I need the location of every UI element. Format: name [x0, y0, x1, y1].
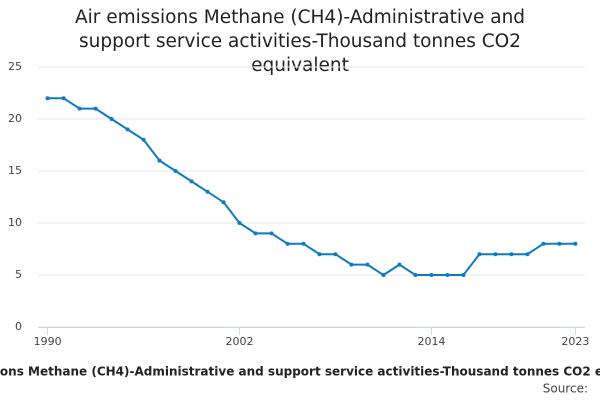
- point: [157, 158, 162, 163]
- x-tick-label: 2014: [417, 335, 445, 348]
- point: [381, 273, 386, 277]
- y-tick-label: 20: [8, 112, 22, 125]
- y-tick-label: 0: [15, 320, 22, 333]
- y-tick-label: 5: [15, 268, 22, 281]
- point: [493, 252, 498, 257]
- point: [413, 273, 418, 277]
- point: [525, 252, 530, 257]
- point: [509, 252, 514, 257]
- point: [269, 231, 274, 236]
- point: [125, 127, 130, 132]
- x-axis-label: Air emissions Methane (CH4)-Administrati…: [0, 365, 600, 379]
- point: [61, 96, 66, 101]
- point: [349, 262, 354, 267]
- point: [109, 117, 114, 121]
- x-tick-label: 2002: [226, 335, 254, 348]
- chart-title: Air emissions Methane (CH4)-Administrati…: [74, 7, 526, 76]
- point: [221, 200, 226, 205]
- point: [317, 252, 322, 257]
- point: [573, 241, 578, 246]
- y-tick-label: 15: [8, 164, 22, 177]
- point: [253, 231, 258, 236]
- point: [557, 241, 562, 246]
- y-tick-label: 25: [8, 60, 22, 73]
- point: [445, 273, 450, 277]
- point: [189, 179, 194, 184]
- point: [333, 252, 338, 257]
- point: [205, 189, 210, 194]
- point: [93, 106, 98, 111]
- point: [237, 221, 242, 225]
- point: [285, 241, 290, 246]
- point: [429, 273, 434, 277]
- point: [77, 106, 82, 111]
- line: [47, 97, 576, 277]
- point: [477, 252, 482, 257]
- x-tick-label: 2023: [561, 335, 589, 348]
- point: [461, 273, 466, 277]
- y-tick-label: 10: [8, 216, 22, 229]
- point: [397, 262, 402, 267]
- x-tick-label: 1990: [34, 335, 62, 348]
- point: [541, 241, 546, 246]
- point: [45, 96, 50, 101]
- point: [365, 262, 370, 267]
- source: Source:: [543, 382, 588, 396]
- point: [301, 241, 306, 246]
- point: [173, 169, 178, 173]
- point: [141, 137, 146, 142]
